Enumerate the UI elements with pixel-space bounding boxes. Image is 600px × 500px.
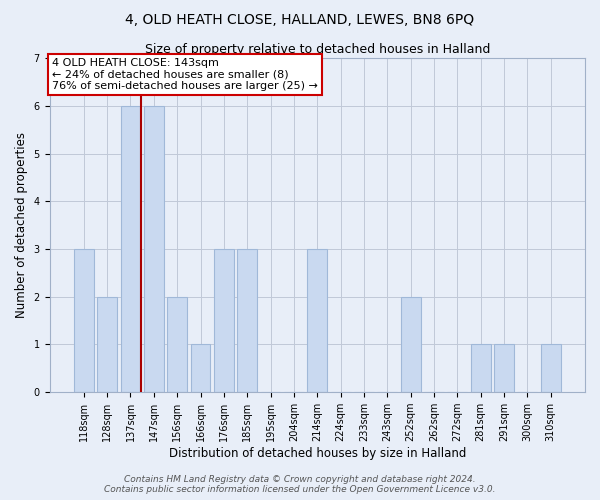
Y-axis label: Number of detached properties: Number of detached properties	[15, 132, 28, 318]
Bar	[191, 344, 211, 392]
Bar	[74, 249, 94, 392]
Bar	[167, 296, 187, 392]
Bar	[144, 106, 164, 392]
Bar	[307, 249, 327, 392]
Text: 4, OLD HEATH CLOSE, HALLAND, LEWES, BN8 6PQ: 4, OLD HEATH CLOSE, HALLAND, LEWES, BN8 …	[125, 12, 475, 26]
Bar	[494, 344, 514, 392]
Title: Size of property relative to detached houses in Halland: Size of property relative to detached ho…	[145, 42, 490, 56]
Bar	[214, 249, 234, 392]
Bar	[541, 344, 560, 392]
Bar	[471, 344, 491, 392]
Bar	[237, 249, 257, 392]
Text: 4 OLD HEATH CLOSE: 143sqm
← 24% of detached houses are smaller (8)
76% of semi-d: 4 OLD HEATH CLOSE: 143sqm ← 24% of detac…	[52, 58, 318, 92]
Bar	[401, 296, 421, 392]
Bar	[97, 296, 117, 392]
Bar	[121, 106, 140, 392]
X-axis label: Distribution of detached houses by size in Halland: Distribution of detached houses by size …	[169, 447, 466, 460]
Text: Contains HM Land Registry data © Crown copyright and database right 2024.
Contai: Contains HM Land Registry data © Crown c…	[104, 475, 496, 494]
